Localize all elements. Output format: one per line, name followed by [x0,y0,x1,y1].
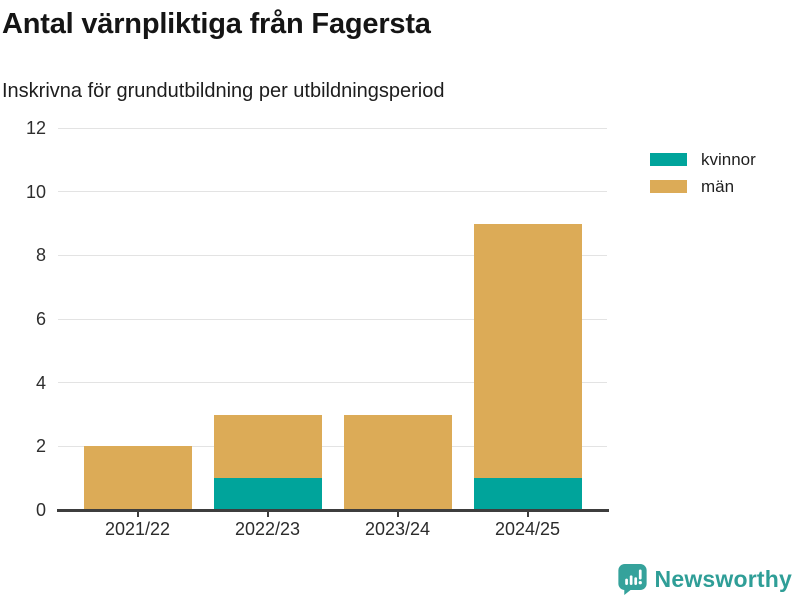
x-tick-mark [396,512,399,517]
legend-item-kvinnor: kvinnor [650,146,756,173]
x-tick-mark [526,512,529,517]
gridline-y-8 [58,254,607,256]
brand-name: Newsworthy [654,566,792,592]
legend-swatch-kvinnor [650,153,687,166]
y-tick-label: 8 [35,245,46,266]
gridline-y-4 [58,382,607,384]
x-tick-mark [266,512,269,517]
y-tick-label: 4 [35,372,46,393]
x-tick-label: 2021/22 [104,519,171,539]
legend-label: kvinnor [701,149,756,169]
y-tick-label: 6 [35,309,46,329]
gridline-y-10 [58,191,607,193]
x-tick-label: 2023/24 [364,519,431,539]
bar-segment-män-2023-24 [343,414,452,510]
x-axis-line [57,509,609,512]
gridline-y-6 [58,318,607,320]
y-tick-label: 10 [25,181,46,202]
legend-item-män: män [650,173,756,200]
brand-footer: Newsworthy [617,563,792,596]
bar-segment-män-2024-25 [473,223,582,479]
newsworthy-logo-icon [617,564,647,595]
x-tick-label: 2024/25 [494,519,561,539]
y-tick-label: 12 [25,118,46,138]
bar-segment-kvinnor-2024-25 [473,478,582,510]
x-tick-label: 2022/23 [234,519,301,539]
bar-segment-män-2022-23 [213,414,322,479]
chart-title: Antal värnpliktiga från Fagersta [2,8,431,40]
y-tick-label: 2 [35,436,46,457]
y-tick-label: 0 [35,500,46,520]
chart-legend: kvinnor män [650,146,756,200]
gridline-y-2 [58,445,607,447]
gridline-y-12 [58,127,607,129]
x-tick-mark [136,512,139,517]
legend-label: män [701,176,735,196]
bar-segment-män-2021-22 [83,446,192,510]
plot-area [58,127,607,510]
legend-swatch-män [650,180,687,193]
bar-segment-kvinnor-2022-23 [213,478,322,510]
chart-subtitle: Inskrivna för grundutbildning per utbild… [2,80,445,102]
